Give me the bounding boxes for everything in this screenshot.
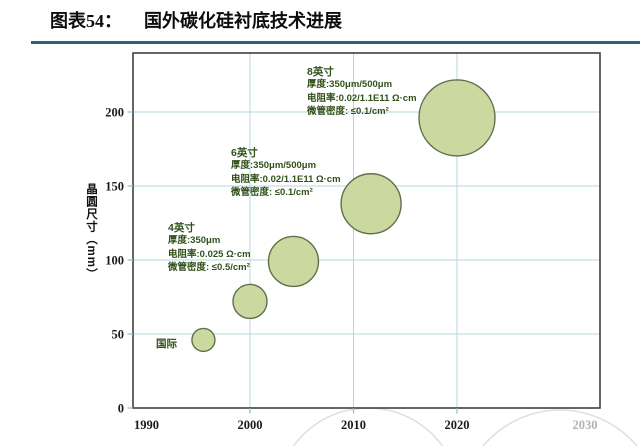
annotation-8英寸: 8英寸 厚度:350μm/500μm 电阻率:0.02/1.1E11 Ω·cm 微管密… bbox=[307, 66, 417, 119]
bubble-1 bbox=[191, 327, 216, 353]
y-tick-label-150: 150 bbox=[105, 180, 124, 194]
annotation-line: 厚度:350μm/500μm bbox=[307, 79, 393, 90]
figure-title-row: 图表54： 国外碳化硅衬底技术进展 bbox=[50, 7, 630, 33]
y-tick-label-50: 50 bbox=[112, 328, 125, 342]
bubble-4 bbox=[340, 173, 402, 235]
annotation-title: 4英寸 bbox=[168, 222, 195, 234]
watermark-arc bbox=[482, 409, 638, 446]
annotation-line: 微管密度: ≤0.1/cm² bbox=[307, 106, 389, 117]
annotation-line: 厚度:350μm bbox=[168, 235, 221, 246]
watermark-arc bbox=[292, 407, 444, 446]
bubble-3 bbox=[267, 235, 320, 288]
annotation-4英寸: 4英寸 厚度:350μm 电阻率:0.025 Ω·cm 微管密度: ≤0.5/cm² bbox=[168, 222, 251, 275]
y-axis-title: 晶圆尺寸（mm） bbox=[85, 183, 97, 281]
annotation-line: 电阻率:0.02/1.1E11 Ω·cm bbox=[231, 173, 341, 185]
bubble-5 bbox=[418, 79, 496, 157]
y-tick-label-100: 100 bbox=[105, 254, 124, 268]
annotation-line: 电阻率:0.02/1.1E11 Ω·cm bbox=[307, 92, 417, 104]
x-tick-label-1990: 1990 bbox=[134, 418, 159, 432]
annotation-title: 6英寸 bbox=[231, 147, 258, 159]
y-tick-label-200: 200 bbox=[105, 106, 124, 120]
bubble-2 bbox=[232, 283, 268, 320]
x-tick-label-2000: 2000 bbox=[238, 418, 263, 432]
annotation-国际: 国际 bbox=[156, 338, 177, 350]
figure-label: 图表54： bbox=[50, 11, 122, 31]
x-tick-label-2020: 2020 bbox=[445, 418, 470, 432]
annotation-6英寸: 6英寸 厚度:350μm/500μm 电阻率:0.02/1.1E11 Ω·cm 微管密… bbox=[231, 147, 341, 200]
x-tick-label-faded: 2030 bbox=[573, 418, 598, 432]
x-tick-label-2010: 2010 bbox=[341, 418, 366, 432]
y-tick-label-0: 0 bbox=[118, 402, 124, 416]
figure-name: 国外碳化硅衬底技术进展 bbox=[144, 11, 342, 31]
annotation-line: 微管密度: ≤0.5/cm² bbox=[168, 262, 250, 273]
annotation-line: 微管密度: ≤0.1/cm² bbox=[231, 187, 313, 198]
annotation-line: 电阻率:0.025 Ω·cm bbox=[168, 248, 251, 260]
annotation-title: 国际 bbox=[156, 338, 177, 350]
title-underline bbox=[31, 41, 640, 44]
annotation-line: 厚度:350μm/500μm bbox=[231, 160, 317, 171]
plot-frame bbox=[132, 52, 601, 409]
annotation-title: 8英寸 bbox=[307, 66, 334, 78]
